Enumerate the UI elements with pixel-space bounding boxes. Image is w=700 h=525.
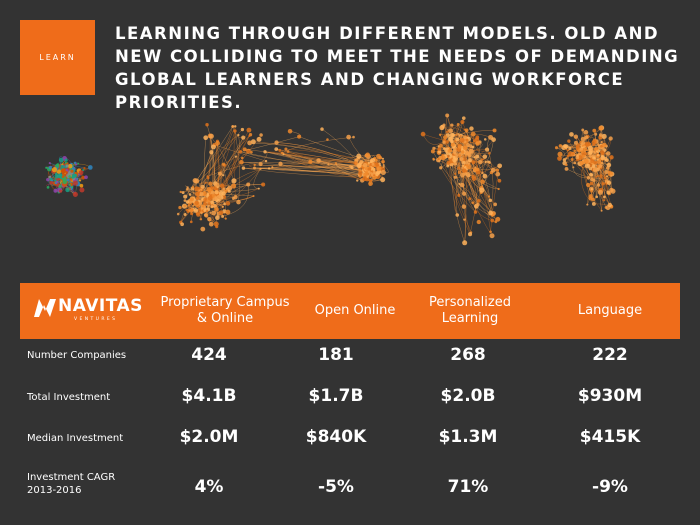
cell-number-companies-language: 222 xyxy=(592,345,628,365)
network-graph-proprietary xyxy=(176,123,268,232)
cell-cagr-personalized: 71% xyxy=(447,477,489,497)
network-graphs-illustration xyxy=(45,113,616,246)
network-graph-personalized xyxy=(420,113,503,246)
cell-median-investment-proprietary: $2.0M xyxy=(179,427,239,447)
cell-median-investment-language: $415K xyxy=(579,427,641,447)
logo-subtitle: VENTURES xyxy=(74,317,118,322)
navitas-logo-icon xyxy=(34,299,56,317)
cell-cagr-language: -9% xyxy=(592,477,628,497)
learn-badge: LEARN xyxy=(20,20,95,95)
table-header: NAVITAS VENTURES Proprietary Campus & On… xyxy=(20,283,680,339)
logo-name: NAVITAS xyxy=(58,296,143,316)
row-label-investment-cagr: Investment CAGR 2013-2016 xyxy=(27,472,116,496)
cell-median-investment-open-online: $840K xyxy=(305,427,367,447)
cell-total-investment-language: $930M xyxy=(577,386,643,406)
cell-number-companies-open-online: 181 xyxy=(318,345,354,365)
cell-total-investment-proprietary: $4.1B xyxy=(181,386,237,406)
network-graph-language xyxy=(554,125,616,212)
row-label-median-investment: Median Investment xyxy=(27,433,124,444)
network-graph-open-online xyxy=(238,127,389,187)
column-header-personalized: Personalized Learning xyxy=(429,295,511,326)
cell-cagr-open-online: -5% xyxy=(318,477,354,497)
cell-number-companies-personalized: 268 xyxy=(450,345,486,365)
column-header-open-online: Open Online xyxy=(314,303,396,318)
cell-total-investment-open-online: $1.7B xyxy=(308,386,364,406)
cell-cagr-proprietary: 4% xyxy=(194,477,224,497)
row-label-total-investment: Total Investment xyxy=(27,392,111,403)
cell-total-investment-personalized: $2.0B xyxy=(440,386,496,406)
navitas-logo: NAVITAS VENTURES xyxy=(32,293,152,329)
headline: LEARNING THROUGH DIFFERENT MODELS. OLD A… xyxy=(115,24,680,112)
cell-number-companies-proprietary: 424 xyxy=(191,345,227,365)
network-graph-multicolor xyxy=(45,156,93,197)
cell-median-investment-personalized: $1.3M xyxy=(438,427,498,447)
column-header-proprietary: Proprietary Campus & Online xyxy=(160,295,290,326)
column-header-language: Language xyxy=(577,303,643,318)
learn-badge-label: LEARN xyxy=(39,53,76,62)
row-label-number-companies: Number Companies xyxy=(27,350,127,361)
